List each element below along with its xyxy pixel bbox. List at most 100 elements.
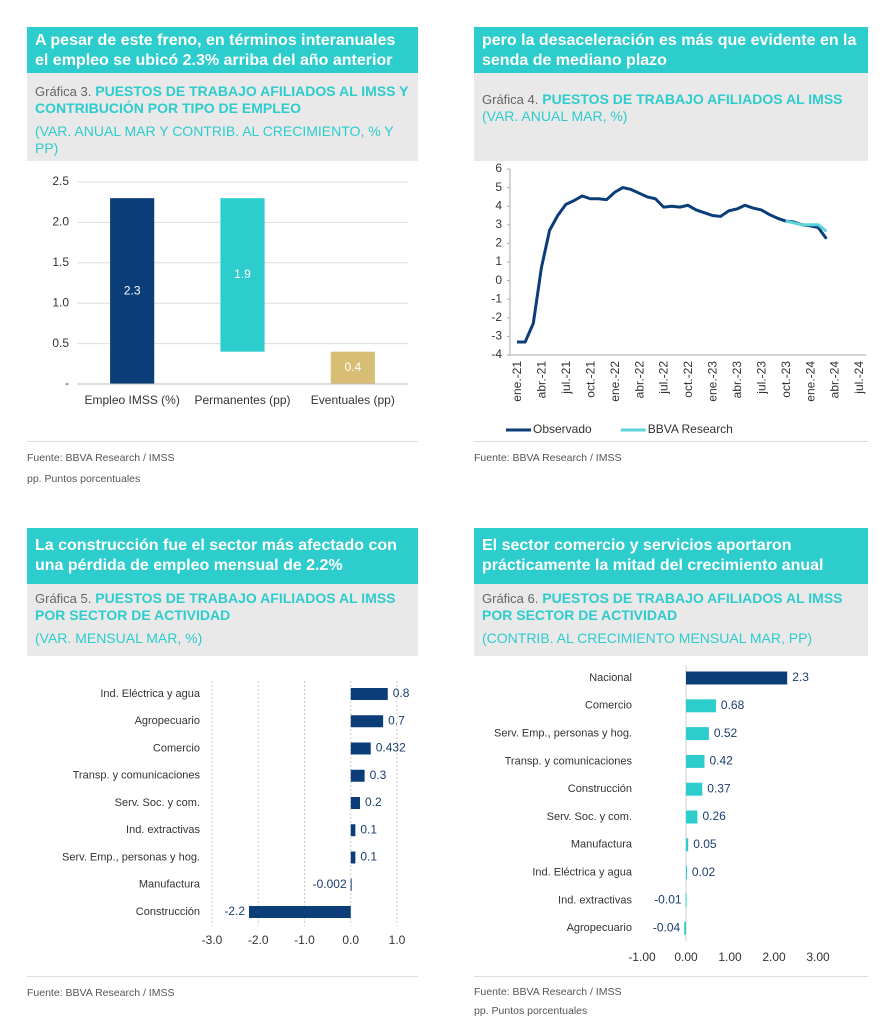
bar xyxy=(685,893,687,907)
bar-value-label: 0.8 xyxy=(393,686,410,700)
bar-value-label: 0.4 xyxy=(344,360,361,374)
panel: A pesar de este freno, en términos inter… xyxy=(27,27,418,490)
chart-title: PUESTOS DE TRABAJO AFILIADOS AL IMSS xyxy=(542,91,843,107)
x-tick-label: abr.-22 xyxy=(632,361,646,399)
y-tick-label: 1 xyxy=(495,254,502,268)
y-tick-label: 1.0 xyxy=(52,295,69,309)
category-label: Ind. extractivas xyxy=(558,894,632,906)
x-tick-label: ene.-24 xyxy=(803,361,817,402)
bar-value-label: 2.3 xyxy=(792,670,809,684)
bar-value-label: 0.26 xyxy=(702,809,726,823)
x-tick-label: abr.-21 xyxy=(535,361,549,399)
y-tick-label: - xyxy=(65,376,69,390)
chart-title: PUESTOS DE TRABAJO AFILIADOS AL IMSS POR… xyxy=(35,590,396,623)
chart: -3.0 -2.0 -1.0 0.0 1.0 Ind. Eléctrica y agua 0… xyxy=(62,681,410,947)
note: Fuente: BBVA Research / IMSS xyxy=(27,987,175,999)
category-label: Agropecuario xyxy=(135,715,200,727)
line-series xyxy=(517,186,828,344)
category-label: Transp. y comunicaciones xyxy=(505,755,633,767)
category-label: Serv. Soc. y com. xyxy=(547,811,632,823)
x-tick-label: 1.0 xyxy=(389,933,406,947)
category-label: Ind. extractivas xyxy=(126,824,200,836)
chart: -1.00 0.00 1.00 2.00 3.00 Nacional 2.3 Comercio… xyxy=(494,666,830,964)
bar-value-label: -0.04 xyxy=(653,920,681,934)
chart-subtitle: (CONTRIB. AL CRECIMIENTO MENSUAL MAR, PP… xyxy=(482,630,813,646)
chart-label: Gráfica 6. xyxy=(482,591,539,606)
panel: pero la desaceleración es más que eviden… xyxy=(474,27,868,469)
notes: Fuente: BBVA Research / IMSS pp. Puntos … xyxy=(27,441,418,490)
chart-header: Gráfica 5. PUESTOS DE TRABAJO AFILIADOS … xyxy=(27,584,418,656)
chart-title: PUESTOS DE TRABAJO AFILIADOS AL IMSS POR… xyxy=(482,590,843,623)
bar xyxy=(686,754,705,768)
y-tick-label: 4 xyxy=(495,198,502,212)
bar xyxy=(684,921,686,935)
bar-value-label: 2.3 xyxy=(124,283,141,297)
chart-label: Gráfica 4. xyxy=(482,92,539,107)
chart-header: Gráfica 3. PUESTOS DE TRABAJO AFILIADOS … xyxy=(27,73,418,161)
chart: -4 -3 -2 -1 0 1 2 3 4 5 6 ene.-21 abr.-21 jul.-21 oct.… xyxy=(491,161,866,436)
x-tick-label: 1.00 xyxy=(718,950,742,964)
bar xyxy=(350,851,356,864)
x-tick-label: Eventuales (pp) xyxy=(311,393,395,407)
bar xyxy=(350,824,356,837)
bar xyxy=(249,906,351,918)
category-label: Ind. Eléctrica y agua xyxy=(532,867,633,879)
y-tick-label: 2.0 xyxy=(52,215,69,229)
note: Fuente: BBVA Research / IMSS xyxy=(27,452,175,464)
panel-heading: pero la desaceleración es más que eviden… xyxy=(474,27,868,73)
line-series xyxy=(785,219,828,233)
bar xyxy=(350,797,360,809)
note: pp. Puntos porcentuales xyxy=(474,1005,588,1017)
x-tick-label: abr.-23 xyxy=(730,361,744,399)
bar xyxy=(350,688,388,700)
bar-value-label: 0.42 xyxy=(709,754,733,768)
category-label: Manufactura xyxy=(139,879,201,891)
bar xyxy=(686,782,703,796)
bar xyxy=(686,838,689,852)
note: Fuente: BBVA Research / IMSS xyxy=(474,452,622,464)
bar xyxy=(350,715,384,728)
x-tick-label: 0.0 xyxy=(342,933,359,947)
chart-subtitle: (VAR. ANUAL MAR Y CONTRIB. AL CRECIMIENT… xyxy=(35,123,394,156)
chart-subtitle: (VAR. MENSUAL MAR, %) xyxy=(35,630,203,646)
bar xyxy=(686,810,698,824)
x-tick-label: Permanentes (pp) xyxy=(194,393,290,407)
bar-value-label: 0.2 xyxy=(365,795,382,809)
x-tick-label: abr.-24 xyxy=(828,361,842,399)
bar-value-label: 0.37 xyxy=(707,781,731,795)
x-tick-label: jul.-22 xyxy=(657,361,671,395)
y-tick-label: 0.5 xyxy=(52,336,69,350)
category-label: Serv. Emp., personas y hog. xyxy=(62,851,200,863)
panel-heading: El sector comercio y servicios aportaron… xyxy=(474,528,868,584)
x-tick-label: -1.0 xyxy=(294,933,315,947)
note: pp. Puntos porcentuales xyxy=(27,473,141,485)
category-label: Serv. Emp., personas y hog. xyxy=(494,728,632,740)
bar-value-label: 0.02 xyxy=(692,865,716,879)
y-tick-label: 5 xyxy=(495,180,502,194)
y-tick-label: -4 xyxy=(491,347,502,361)
chart-title: PUESTOS DE TRABAJO AFILIADOS AL IMSS Y C… xyxy=(35,83,409,116)
chart-label: Gráfica 5. xyxy=(35,591,92,606)
legend-label: BBVA Research xyxy=(648,422,733,436)
category-label: Manufactura xyxy=(571,839,633,851)
y-tick-label: 1.5 xyxy=(52,255,69,269)
bar-value-label: 0.1 xyxy=(360,822,377,836)
x-tick-label: -3.0 xyxy=(202,933,223,947)
bar-value-label: 0.432 xyxy=(376,741,406,755)
bar xyxy=(110,198,155,384)
y-tick-label: 6 xyxy=(495,161,502,175)
x-tick-label: oct.-22 xyxy=(681,361,695,398)
bar-value-label: 0.3 xyxy=(370,768,387,782)
x-tick-label: -1.00 xyxy=(628,950,656,964)
bar-value-label: -0.01 xyxy=(654,893,682,907)
panel: La construcción fue el sector más afecta… xyxy=(27,528,418,1004)
y-tick-label: 0 xyxy=(495,273,502,287)
bar-value-label: 0.05 xyxy=(693,837,717,851)
category-label: Construcción xyxy=(568,783,632,795)
bar xyxy=(350,742,371,755)
x-tick-label: Empleo IMSS (%) xyxy=(84,393,179,407)
category-label: Construcción xyxy=(136,906,200,918)
bar-value-label: 0.68 xyxy=(721,698,745,712)
bar-value-label: 1.9 xyxy=(234,267,251,281)
